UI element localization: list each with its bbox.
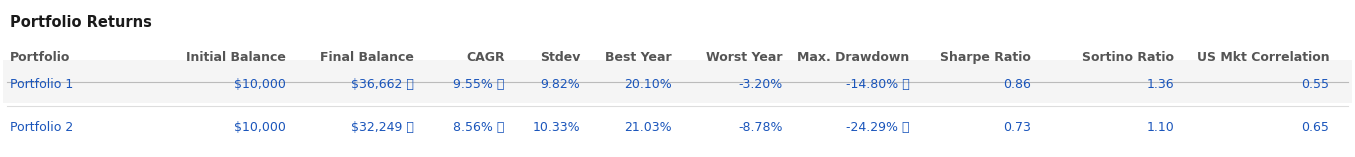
Text: -24.29% ⓘ: -24.29% ⓘ: [846, 121, 909, 134]
Text: Max. Drawdown: Max. Drawdown: [797, 51, 909, 64]
Text: CAGR: CAGR: [466, 51, 505, 64]
Text: 20.10%: 20.10%: [625, 78, 672, 92]
Text: 9.55% ⓘ: 9.55% ⓘ: [454, 78, 505, 92]
Text: 21.03%: 21.03%: [625, 121, 672, 134]
Text: Portfolio 2: Portfolio 2: [9, 121, 73, 134]
Text: $36,662 ⓘ: $36,662 ⓘ: [351, 78, 415, 92]
Text: 1.36: 1.36: [1146, 78, 1173, 92]
Text: Portfolio Returns: Portfolio Returns: [9, 15, 152, 30]
Text: 8.56% ⓘ: 8.56% ⓘ: [454, 121, 505, 134]
Text: Final Balance: Final Balance: [321, 51, 415, 64]
Text: -8.78%: -8.78%: [738, 121, 783, 134]
Text: Sharpe Ratio: Sharpe Ratio: [940, 51, 1031, 64]
Text: $32,249 ⓘ: $32,249 ⓘ: [351, 121, 415, 134]
Text: 1.10: 1.10: [1146, 121, 1173, 134]
Text: Initial Balance: Initial Balance: [186, 51, 286, 64]
Text: $10,000: $10,000: [234, 121, 286, 134]
Text: 9.82%: 9.82%: [541, 78, 580, 92]
Text: 0.65: 0.65: [1301, 121, 1329, 134]
Text: -14.80% ⓘ: -14.80% ⓘ: [846, 78, 909, 92]
Text: Worst Year: Worst Year: [706, 51, 783, 64]
Text: 0.73: 0.73: [1003, 121, 1031, 134]
Text: Portfolio 1: Portfolio 1: [9, 78, 73, 92]
Text: 0.86: 0.86: [1003, 78, 1031, 92]
Text: Best Year: Best Year: [606, 51, 672, 64]
Text: Portfolio: Portfolio: [9, 51, 70, 64]
Text: 10.33%: 10.33%: [533, 121, 580, 134]
Text: US Mkt Correlation: US Mkt Correlation: [1196, 51, 1329, 64]
Text: Stdev: Stdev: [539, 51, 580, 64]
Text: 0.55: 0.55: [1301, 78, 1329, 92]
Text: -3.20%: -3.20%: [738, 78, 783, 92]
Text: $10,000: $10,000: [234, 78, 286, 92]
FancyBboxPatch shape: [3, 60, 1352, 109]
FancyBboxPatch shape: [3, 103, 1352, 151]
Text: Sortino Ratio: Sortino Ratio: [1083, 51, 1173, 64]
